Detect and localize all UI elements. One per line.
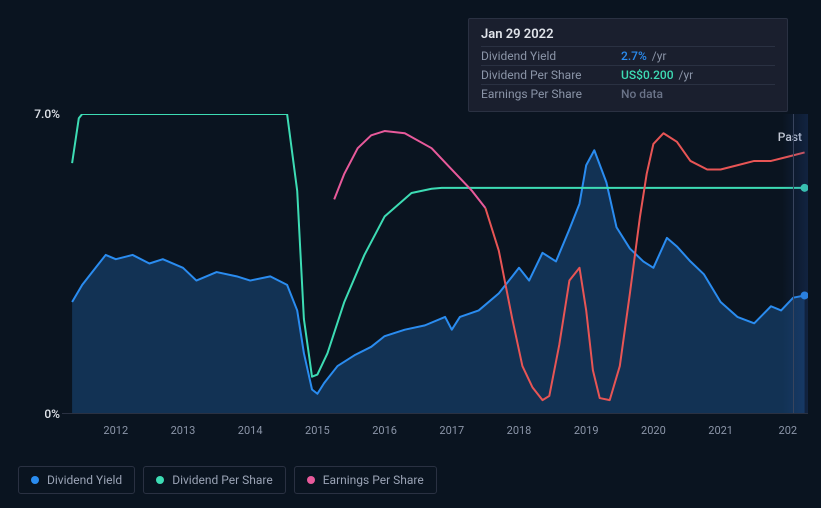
- legend-dot-icon: [156, 476, 164, 484]
- tooltip-row-label: Earnings Per Share: [481, 87, 621, 101]
- x-axis-tick-label: 2012: [103, 424, 128, 437]
- chart-tooltip: Jan 29 2022 Dividend Yield2.7% /yrDivide…: [468, 18, 788, 112]
- tooltip-row: Dividend Per ShareUS$0.200 /yr: [481, 65, 775, 84]
- x-axis-tick-label: 2017: [439, 424, 464, 437]
- x-axis-labels: 2012 2013 2014 2015 2016 2017 2018 2019 2020 2021…: [62, 420, 808, 440]
- area-dividend-yield: [72, 150, 805, 413]
- tooltip-row-label: Dividend Per Share: [481, 68, 621, 82]
- x-axis-tick-label: 2021: [708, 424, 733, 437]
- legend-item-earnings-per-share[interactable]: Earnings Per Share: [294, 466, 437, 494]
- tooltip-date: Jan 29 2022: [481, 27, 775, 42]
- legend-dot-icon: [31, 476, 39, 484]
- line-earnings-per-share-a: [334, 131, 485, 208]
- x-axis-tick-label: 2015: [305, 424, 330, 437]
- x-axis-tick-label: 2013: [171, 424, 196, 437]
- x-axis-tick-label: 2018: [507, 424, 532, 437]
- tooltip-row-value: No data: [621, 87, 663, 101]
- x-axis-tick-label: 2014: [238, 424, 263, 437]
- legend-item-dividend-yield[interactable]: Dividend Yield: [18, 466, 135, 494]
- dividend-chart: 7.0% 0% Past 201220132014201520162017201…: [18, 100, 808, 450]
- x-axis-tick-label: 2016: [372, 424, 397, 437]
- tooltip-row-value: US$0.200 /yr: [621, 68, 693, 82]
- y-axis-min-label: 0%: [44, 407, 60, 421]
- x-axis-tick-label: 2020: [641, 424, 666, 437]
- legend-label: Dividend Yield: [47, 473, 122, 487]
- legend-dot-icon: [307, 476, 315, 484]
- chart-legend: Dividend Yield Dividend Per Share Earnings…: [18, 466, 437, 494]
- y-axis-max-label: 7.0%: [34, 107, 60, 121]
- legend-label: Earnings Per Share: [323, 473, 424, 487]
- plot-area[interactable]: Past: [62, 114, 808, 414]
- x-axis-tick-label: 2019: [574, 424, 599, 437]
- tooltip-row: Dividend Yield2.7% /yr: [481, 46, 775, 65]
- tooltip-row-label: Dividend Yield: [481, 49, 621, 63]
- chart-svg: [62, 114, 808, 413]
- tooltip-row-value: 2.7% /yr: [621, 49, 666, 63]
- legend-item-dividend-per-share[interactable]: Dividend Per Share: [143, 466, 286, 494]
- x-axis-tick-label: 202: [779, 424, 798, 437]
- right-glow: [782, 114, 808, 413]
- legend-label: Dividend Per Share: [172, 473, 273, 487]
